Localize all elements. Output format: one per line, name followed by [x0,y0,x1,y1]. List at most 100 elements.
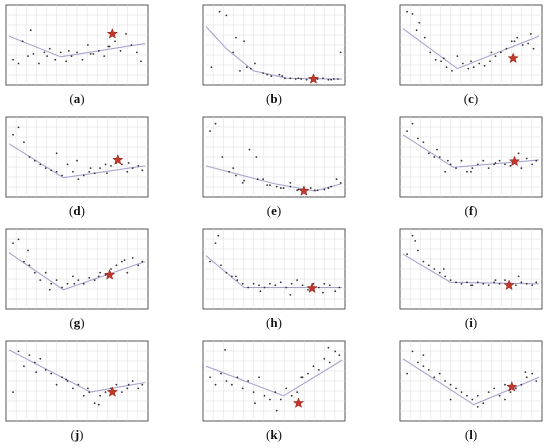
data-point [220,372,222,375]
data-point [23,260,25,263]
data-point [411,234,414,237]
data-point [290,282,293,285]
data-point [274,284,277,287]
fit-line [402,28,540,70]
panel-j: (j) [5,340,149,442]
data-point [23,365,25,368]
data-point [279,187,282,189]
data-point [141,383,144,386]
panel-caption: (e) [267,203,281,218]
data-point [535,159,538,162]
data-point [217,234,220,237]
panel-grid [400,229,542,309]
data-point [517,275,520,278]
data-point [262,178,265,181]
data-point [460,391,463,393]
data-point [427,264,430,267]
data-point [97,50,100,52]
data-point [140,60,142,63]
data-point [120,163,123,166]
data-point [235,174,237,177]
data-point [494,162,497,164]
panel-caption: (a) [69,91,84,106]
panel-c: (c) [399,4,543,106]
data-point [504,383,506,386]
data-point [337,78,339,80]
panel-caption: (f) [464,203,477,218]
data-point [247,380,250,382]
data-point [535,281,538,284]
data-point [72,170,74,173]
optimum-star-marker [106,27,118,39]
data-point [39,279,42,281]
data-point [493,387,496,390]
data-point [531,284,534,287]
data-point [115,264,118,267]
data-point [505,47,508,50]
data-point [28,156,31,158]
data-point [245,66,248,69]
data-point [446,159,449,162]
data-point [500,51,502,54]
data-point [323,188,326,191]
optimum-star-marker [508,155,521,167]
data-point [50,169,53,172]
data-point [444,275,447,278]
data-point [482,282,485,285]
data-point [417,361,419,364]
data-point [235,36,237,39]
data-point [478,62,481,65]
data-point [12,391,14,393]
data-point [110,268,112,270]
data-point [436,148,438,151]
data-point [262,72,265,75]
data-point [269,282,271,285]
data-point [72,275,74,278]
panel-grid [400,341,542,421]
data-point [427,152,430,155]
data-point [312,282,315,285]
data-point [438,156,441,158]
data-point [39,163,42,166]
data-point [235,275,237,278]
panel-caption: (d) [69,203,85,218]
data-point [323,282,326,285]
data-point [301,284,304,287]
data-point [438,372,441,375]
data-point [59,51,62,54]
data-point [17,126,20,129]
data-point [266,184,269,187]
data-point [487,391,490,393]
data-point [54,58,57,61]
panel-grid [400,117,542,197]
data-point [301,376,304,379]
data-point [61,174,63,177]
data-point [433,376,436,379]
panel-f: (f) [399,116,543,218]
fit-line [205,26,343,80]
data-point [97,275,100,278]
data-point [278,73,281,76]
data-point [44,167,47,170]
data-point [93,402,96,405]
optimum-star-marker [106,386,118,397]
data-point [449,279,452,281]
data-point [460,159,463,162]
data-point [461,62,464,65]
optimum-star-marker [503,279,515,291]
data-point [232,167,235,170]
data-point [82,174,85,177]
data-point [27,249,29,252]
data-point [249,67,252,70]
panel-i: (i) [399,228,543,330]
data-point [411,122,414,125]
data-point [107,45,110,48]
data-point [110,164,112,167]
data-point [137,387,140,390]
data-point [209,130,211,133]
data-point [487,284,490,287]
data-point [106,172,108,175]
data-point [27,55,29,57]
data-point [422,141,425,144]
data-point [289,185,292,188]
